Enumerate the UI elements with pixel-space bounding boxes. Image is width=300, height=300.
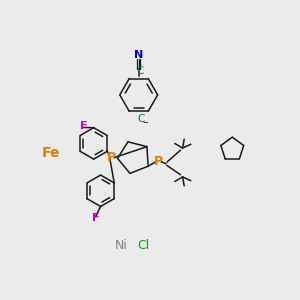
Text: F: F [80, 121, 88, 130]
Text: N: N [134, 50, 143, 60]
Text: Fe: Fe [42, 146, 60, 160]
Text: C: C [137, 114, 144, 124]
Text: P: P [107, 151, 116, 164]
Text: C: C [136, 66, 144, 76]
Text: –: – [142, 117, 148, 127]
Text: Ni: Ni [115, 239, 128, 252]
Text: P: P [154, 155, 163, 168]
Text: Cl: Cl [137, 239, 149, 252]
Text: F: F [92, 214, 99, 224]
